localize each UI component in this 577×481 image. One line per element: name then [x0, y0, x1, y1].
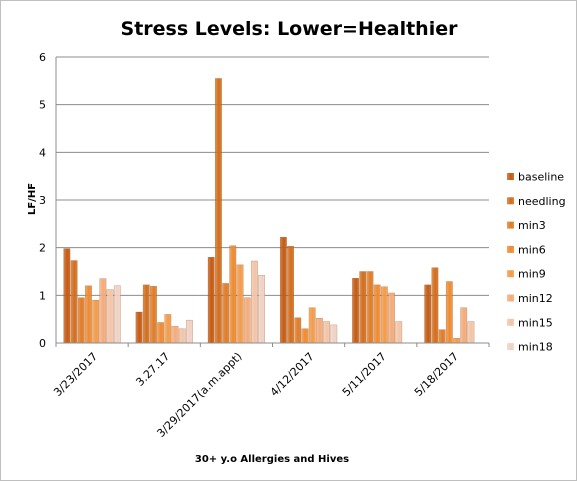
- bar-min6-5: [445, 281, 453, 344]
- bar-min6-3: [301, 328, 309, 344]
- bar-min3-3: [294, 317, 302, 344]
- bar-min12-1: [171, 326, 179, 344]
- bar-min9-0: [92, 299, 100, 344]
- bar-min3-1: [150, 286, 157, 344]
- bar-min12-0: [99, 278, 107, 344]
- bar-needling-4: [359, 271, 367, 344]
- bar-min15-3: [323, 321, 330, 344]
- gridlines: [56, 56, 489, 344]
- x-axis-title: 30+ y.o Allergies and Hives: [195, 454, 349, 465]
- bar-min6-0: [85, 285, 92, 344]
- bar-min12-4: [388, 292, 395, 344]
- legend-label-min15: min15: [518, 316, 553, 329]
- bar-min3-4: [366, 271, 374, 344]
- legend-label-min6: min6: [518, 243, 546, 256]
- bar-min18-0: [113, 285, 121, 344]
- legend-swatch-baseline: [507, 173, 514, 180]
- bar-baseline-2: [207, 257, 215, 344]
- x-category-4: 5/11/2017: [340, 350, 389, 399]
- legend-swatch-min6: [507, 245, 514, 253]
- legend-swatch-min9: [507, 270, 514, 278]
- y-tick-3: 3: [39, 194, 46, 207]
- bar-needling-2: [215, 78, 222, 344]
- bar-needling-5: [431, 267, 439, 344]
- legend: baseline needling min3 min6 min9 min12 min15 mi…: [507, 171, 566, 354]
- legend-label-min12: min12: [518, 292, 553, 305]
- x-category-labels: 3/23/2017 3.27.173/29/2017(a.m.appt) 4/12/…: [51, 350, 461, 440]
- bar-baseline-3: [279, 236, 287, 344]
- bar-min12-3: [315, 318, 323, 344]
- bar-min15-5: [467, 321, 475, 344]
- bar-min15-4: [395, 321, 403, 344]
- y-tick-4: 4: [39, 146, 46, 159]
- axes: [55, 57, 490, 347]
- bar-min3-0: [77, 297, 85, 344]
- chart-title: Stress Levels: Lower=Healthier: [121, 18, 459, 40]
- bar-needling-1: [142, 284, 150, 344]
- legend-label-min18: min18: [518, 341, 553, 354]
- y-tick-6: 6: [39, 51, 46, 64]
- bar-needling-0: [70, 260, 78, 344]
- legend-swatch-min15: [507, 318, 514, 326]
- bar-baseline-0: [63, 248, 71, 344]
- bar-min6-1: [157, 322, 165, 344]
- y-tick-5: 5: [39, 99, 46, 112]
- bar-needling-3: [287, 246, 294, 344]
- bar-min9-3: [308, 307, 316, 344]
- bar-min12-2: [243, 297, 251, 344]
- y-tick-2: 2: [39, 242, 46, 255]
- x-category-3: 4/12/2017: [268, 350, 317, 399]
- bars: [63, 78, 475, 344]
- bar-baseline-1: [135, 311, 143, 344]
- bar-min9-2: [236, 264, 244, 344]
- legend-label-needling: needling: [518, 195, 566, 208]
- x-category-0: 3/23/2017: [51, 350, 100, 399]
- bar-min3-2: [222, 283, 230, 344]
- bar-min6-4: [373, 284, 381, 344]
- bar-baseline-4: [352, 277, 359, 344]
- legend-swatch-needling: [507, 197, 514, 205]
- bar-min15-0: [106, 289, 114, 344]
- legend-label-min3: min3: [518, 219, 546, 232]
- y-tick-1: 1: [39, 289, 46, 302]
- bar-min6-2: [229, 245, 237, 344]
- bar-min15-1: [178, 328, 186, 344]
- legend-swatch-min12: [507, 294, 514, 302]
- bar-min18-3: [330, 324, 338, 344]
- y-axis-title: LF/HF: [27, 183, 38, 215]
- legend-label-baseline: baseline: [518, 171, 564, 184]
- bar-min9-5: [453, 338, 460, 344]
- legend-swatch-min18: [507, 343, 514, 351]
- bar-min9-4: [380, 286, 388, 344]
- bar-baseline-5: [424, 284, 432, 344]
- bar-min15-2: [251, 260, 258, 344]
- bar-min18-1: [186, 319, 193, 344]
- bar-min3-5: [438, 329, 446, 344]
- x-category-1: 3.27.17: [133, 350, 172, 389]
- legend-swatch-min3: [507, 221, 514, 229]
- bar-min12-5: [460, 307, 468, 344]
- bar-min18-2: [258, 275, 266, 344]
- x-category-5: 5/18/2017: [412, 350, 461, 399]
- y-tick-labels: 0 1 2 3 4 5 6: [39, 51, 46, 350]
- y-tick-0: 0: [39, 337, 46, 350]
- legend-label-min9: min9: [518, 268, 546, 281]
- bar-min9-1: [164, 314, 172, 344]
